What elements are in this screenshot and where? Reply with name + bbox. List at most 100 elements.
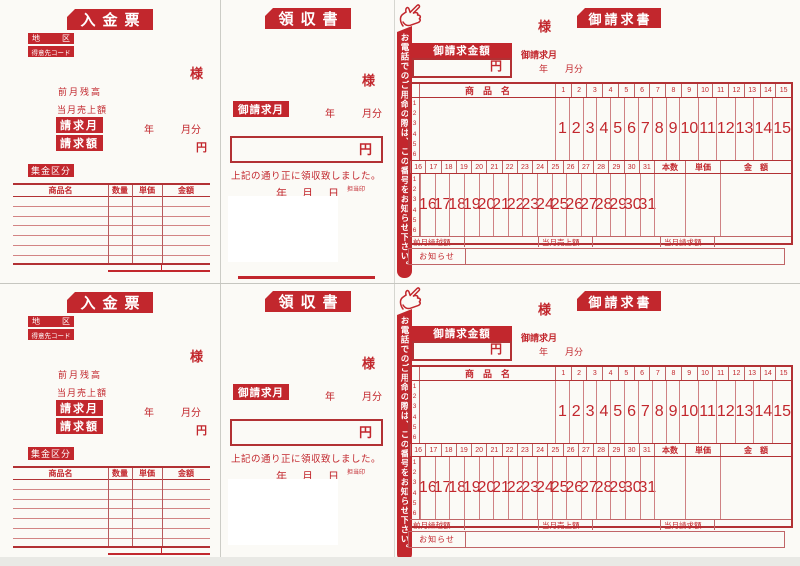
day-entry-cell[interactable]: 4 [596,381,610,443]
receipt-amount-box[interactable]: 円 [230,136,383,163]
row-number-column: 1 2 3 4 5 6 [410,381,420,443]
day-header-cell: 30 [623,444,639,456]
day-entry-cell[interactable]: 28 [595,457,612,519]
day-entry-cell[interactable]: 7 [637,381,652,443]
day-header-cell: 8 [665,367,681,380]
count-entry-cell[interactable] [654,457,685,519]
day-entry-cell[interactable]: 28 [595,174,612,236]
invoice-summary-row: 前月繰越額 当月売上額 当月請求額 [410,519,791,530]
day-entry-cell[interactable]: 16 [419,457,437,519]
day-entry-cell[interactable]: 3 [582,98,597,160]
day-entry-cell[interactable]: 19 [463,457,481,519]
invoice-header-days-1-15: 商 品 名 1 2 3 4 5 6 7 8 9 10 11 12 13 14 15 [410,367,791,381]
day-entry-cell[interactable]: 2 [568,98,583,160]
day-entry-cell[interactable]: 26 [565,174,583,236]
day-entry-cell[interactable]: 25 [551,457,568,519]
day-entry-cell[interactable]: 16 [419,174,437,236]
day-entry-cell[interactable]: 5 [610,98,624,160]
day-entry-cell[interactable]: 17 [434,457,451,519]
day-entry-cell[interactable]: 1 [555,98,569,160]
day-entry-cell[interactable]: 29 [609,174,627,236]
day-entry-cell[interactable]: 22 [507,174,525,236]
notice-content-cell[interactable] [466,532,784,547]
day-entry-cell[interactable]: 11 [698,381,716,443]
day-entry-cell[interactable]: 20 [477,174,495,236]
day-entry-cell[interactable]: 30 [624,174,642,236]
notice-content-cell[interactable] [466,249,784,264]
day-entry-cell[interactable]: 10 [679,381,698,443]
product-name-header: 商 品 名 [464,369,510,379]
day-entry-cell[interactable]: 6 [624,381,638,443]
day-entry-cell[interactable]: 21 [492,174,510,236]
day-entry-cell[interactable]: 18 [448,457,466,519]
day-entry-cell[interactable]: 6 [624,98,638,160]
invoice-amount-box[interactable]: 円 [412,341,512,361]
day-entry-cell[interactable]: 9 [665,98,680,160]
day-entry-cell[interactable]: 12 [715,381,735,443]
day-entry-cell[interactable]: 4 [596,98,610,160]
day-entry-cell[interactable]: 31 [639,174,656,236]
day-entry-cell[interactable]: 14 [753,381,772,443]
product-entry-area[interactable] [420,381,555,443]
carryover-value-cell[interactable] [464,237,538,247]
notice-label: お知らせ [409,532,466,547]
day-entry-cell[interactable]: 10 [679,98,698,160]
day-entry-cell[interactable]: 23 [521,174,539,236]
row-number: 5 [412,140,417,148]
monthly-sales-value-cell[interactable] [592,520,660,530]
day-entry-cell[interactable]: 31 [639,457,656,519]
monthly-sales-value-cell[interactable] [592,237,660,247]
day-entry-cell[interactable]: 27 [580,174,598,236]
day-entry-cell[interactable]: 13 [734,98,753,160]
day-entry-cell[interactable]: 20 [477,457,495,519]
carryover-value-cell[interactable] [464,520,538,530]
day-entry-cell[interactable]: 11 [698,98,716,160]
day-entry-cell[interactable]: 13 [734,381,753,443]
unit-price-entry-cell[interactable] [685,174,720,236]
day-entry-cell[interactable]: 22 [507,457,525,519]
monthly-billing-value-cell[interactable] [714,520,791,530]
receipt-amount-box[interactable]: 円 [230,419,383,446]
phone-hand-icon [396,284,426,311]
day-entry-cell[interactable]: 18 [448,174,466,236]
invoice-title: 御請求書 [577,291,661,311]
day-entry-cell[interactable]: 15 [772,98,791,160]
day-entry-cell[interactable]: 8 [651,98,666,160]
day-entry-cell[interactable]: 15 [772,381,791,443]
day-entry-cell[interactable]: 27 [580,457,598,519]
count-entry-cell[interactable] [654,174,685,236]
day-entry-cell[interactable]: 21 [492,457,510,519]
row-number: 6 [412,227,417,235]
monthly-billing-value-cell[interactable] [714,237,791,247]
day-entry-cell[interactable]: 9 [665,381,680,443]
amount-entry-cell[interactable] [720,457,791,519]
day-entry-cell[interactable]: 19 [463,174,481,236]
day-entry-cell[interactable]: 24 [536,457,554,519]
day-entry-cell[interactable]: 2 [568,381,583,443]
day-entry-cell[interactable]: 7 [637,98,652,160]
invoice-amount-box[interactable]: 円 [412,58,512,78]
product-entry-area[interactable] [420,98,555,160]
billing-month-year-label: 年 [144,408,154,419]
day-entry-cell[interactable]: 5 [610,381,624,443]
day-entry-cell[interactable]: 30 [624,457,642,519]
day-entry-cell[interactable]: 8 [651,381,666,443]
day-entry-cell[interactable]: 1 [555,381,569,443]
amount-entry-cell[interactable] [720,174,791,236]
day-entry-cell[interactable]: 17 [434,174,451,236]
day-entry-cell[interactable]: 12 [715,98,735,160]
day-entry-cell[interactable]: 24 [536,174,554,236]
day-header-cell: 6 [633,84,650,97]
row-number: 4 [412,413,417,421]
day-entry-cell[interactable]: 14 [753,98,772,160]
day-entry-cell[interactable]: 26 [565,457,583,519]
day-entry-cell[interactable]: 29 [609,457,627,519]
unit-price-entry-cell[interactable] [685,457,720,519]
payment-slip-honorific: 様 [190,66,204,81]
day-entry-cell[interactable]: 23 [521,457,539,519]
day-entry-cell[interactable]: 25 [551,174,568,236]
item-table-divider [162,468,163,546]
day-entry-cell[interactable]: 3 [582,381,597,443]
invoice-year-label: 年 [539,64,549,74]
